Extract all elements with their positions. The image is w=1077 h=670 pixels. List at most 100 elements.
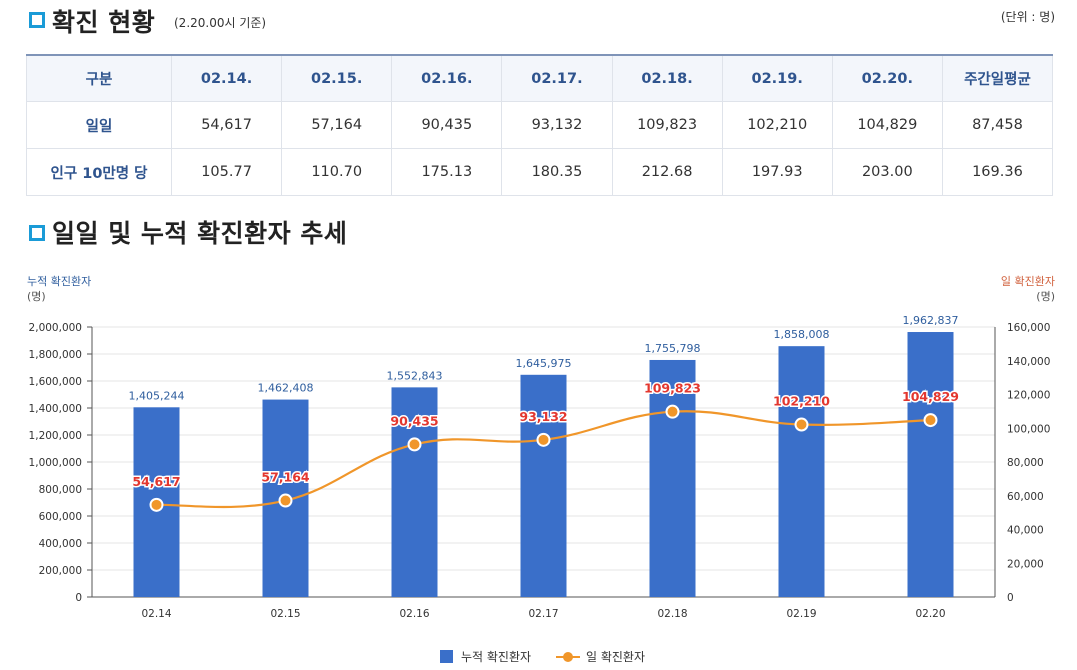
bar (907, 332, 954, 597)
left-axis-unit: (명) (27, 290, 46, 303)
right-tick-label: 140,000 (1007, 356, 1050, 368)
line-value-label: 109,823 (644, 381, 701, 396)
line-point (278, 493, 293, 508)
left-tick-label: 0 (75, 592, 82, 604)
unit-label: (단위 : 명) (1000, 10, 1055, 24)
x-tick-label: 02.17 (528, 608, 558, 620)
line-value-label: 102,210 (773, 394, 830, 409)
legend-label: 누적 확진환자 (461, 650, 532, 664)
right-tick-label: 80,000 (1007, 457, 1044, 469)
bar-value-label: 1,962,837 (903, 314, 959, 327)
bar-value-label: 1,405,244 (129, 389, 185, 402)
x-tick-label: 02.19 (786, 608, 816, 620)
line-value-label: 54,617 (132, 474, 180, 489)
line-point (536, 432, 551, 447)
table-header-cell: 02.20. (831, 54, 943, 102)
line-value-label: 90,435 (390, 413, 438, 428)
right-tick-label: 40,000 (1007, 525, 1044, 537)
line-point (149, 497, 164, 512)
table-cell: 175.13 (391, 148, 503, 196)
line-point (794, 417, 809, 432)
x-tick-label: 02.20 (915, 608, 945, 620)
right-tick-label: 60,000 (1007, 491, 1044, 503)
left-tick-label: 400,000 (39, 538, 82, 550)
table-header-cell: 주간일평균 (941, 54, 1054, 102)
bar-swatch-icon (440, 650, 453, 663)
table-cell: 57,164 (281, 101, 393, 149)
table-cell: 102,210 (721, 101, 833, 149)
bar (778, 346, 825, 597)
left-axis-title: 누적 확진환자 (27, 275, 92, 288)
chart-section-title: 일일 및 누적 확진환자 추세 (52, 219, 348, 248)
table-cell: 169.36 (941, 148, 1054, 196)
table-cell: 197.93 (721, 148, 833, 196)
line-point (923, 413, 938, 428)
right-tick-label: 100,000 (1007, 423, 1050, 435)
table-header-row: 구분 02.14. 02.15. 02.16. 02.17. 02.18. 02… (26, 54, 1054, 102)
table-cell: 180.35 (501, 148, 613, 196)
right-tick-label: 160,000 (1007, 322, 1050, 334)
left-tick-label: 800,000 (39, 484, 82, 496)
right-tick-label: 120,000 (1007, 390, 1050, 402)
left-tick-label: 1,400,000 (29, 403, 82, 415)
left-tick-label: 600,000 (39, 511, 82, 523)
bar (391, 387, 438, 597)
right-tick-label: 20,000 (1007, 558, 1044, 570)
left-tick-label: 2,000,000 (29, 322, 82, 334)
status-table: 구분 02.14. 02.15. 02.16. 02.17. 02.18. 02… (26, 54, 1054, 196)
left-tick-label: 1,000,000 (29, 457, 82, 469)
line-point (407, 437, 422, 452)
row-label: 일일 (26, 101, 172, 149)
line-value-label: 57,164 (261, 470, 310, 485)
line-swatch-icon (556, 651, 580, 663)
table-cell: 109,823 (611, 101, 723, 149)
table-header-cell: 02.17. (501, 54, 613, 102)
table-row: 인구 10만명 당 105.77 110.70 175.13 180.35 21… (26, 148, 1054, 196)
status-title: 확진 현황 (52, 8, 156, 37)
table-cell: 105.77 (170, 148, 283, 196)
left-tick-label: 1,800,000 (29, 349, 82, 361)
legend-item-cumulative: 누적 확진환자 (440, 648, 531, 665)
right-axis-unit: (명) (1036, 290, 1055, 303)
left-tick-label: 1,600,000 (29, 376, 82, 388)
x-tick-label: 02.16 (399, 608, 429, 620)
table-cell: 110.70 (281, 148, 393, 196)
line-value-label: 104,829 (902, 389, 959, 404)
right-axis-title-block: 일 확진환자 (명) (1001, 274, 1055, 304)
left-tick-label: 200,000 (39, 565, 82, 577)
bar-value-label: 1,858,008 (774, 328, 830, 341)
left-tick-label: 1,200,000 (29, 430, 82, 442)
x-tick-label: 02.15 (270, 608, 300, 620)
legend-label: 일 확진환자 (586, 650, 646, 664)
bar-value-label: 1,645,975 (516, 357, 572, 370)
table-header-cell: 02.18. (611, 54, 723, 102)
section-bullet-icon (29, 12, 45, 28)
table-row: 일일 54,617 57,164 90,435 93,132 109,823 1… (26, 101, 1054, 149)
bar (649, 359, 696, 597)
right-axis-title: 일 확진환자 (1000, 275, 1055, 288)
section-bullet-icon (29, 225, 45, 241)
table-header-cell: 02.16. (391, 54, 503, 102)
bar-value-label: 1,755,798 (645, 342, 701, 355)
basis-date: (2.20.00시 기준) (174, 16, 267, 30)
bar-value-label: 1,462,408 (258, 382, 314, 395)
table-header-cell: 02.14. (170, 54, 283, 102)
x-tick-label: 02.18 (657, 608, 687, 620)
legend-item-daily: 일 확진환자 (556, 648, 645, 665)
table-cell: 212.68 (611, 148, 723, 196)
x-tick-label: 02.14 (141, 608, 171, 620)
table-header-cell: 구분 (26, 54, 172, 102)
bar (520, 374, 567, 597)
table-cell: 104,829 (831, 101, 943, 149)
table-header-cell: 02.15. (281, 54, 393, 102)
table-cell: 93,132 (501, 101, 613, 149)
left-axis-title-block: 누적 확진환자 (명) (27, 274, 91, 304)
table-header-cell: 02.19. (721, 54, 833, 102)
line-value-label: 93,132 (519, 409, 567, 424)
line-point (665, 404, 680, 419)
bar-value-label: 1,552,843 (387, 369, 443, 382)
row-label: 인구 10만명 당 (26, 148, 172, 196)
table-cell: 54,617 (170, 101, 283, 149)
table-cell: 203.00 (831, 148, 943, 196)
